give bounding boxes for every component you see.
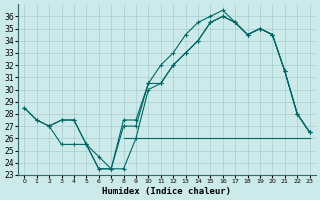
X-axis label: Humidex (Indice chaleur): Humidex (Indice chaleur) bbox=[102, 187, 231, 196]
